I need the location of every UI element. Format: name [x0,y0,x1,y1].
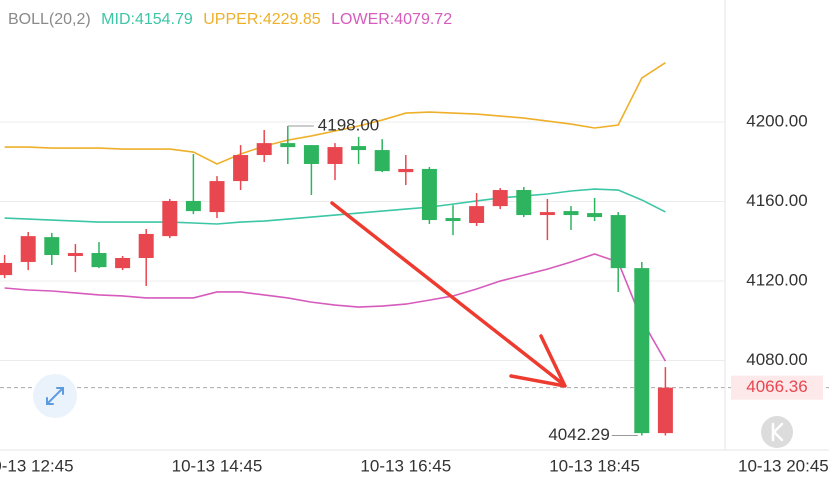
legend-name: MID: [101,11,135,28]
legend-name: UPPER: [203,11,263,28]
candle-body [115,257,131,269]
scroll-latest-button[interactable] [761,416,793,448]
candle-body [516,190,532,216]
candle-body [469,206,485,224]
high-label: 4198.00 [318,116,379,135]
candle-body [67,253,83,257]
legend: BOLL(20,2) MID:4154.79 UPPER:4229.85 LOW… [8,11,452,28]
scroll-latest-icon[interactable] [771,422,784,442]
x-tick-label: 10-13 20:45 [738,456,829,475]
candle-body [539,212,555,216]
y-tick-label: 4160.00 [746,191,807,210]
legend-value: 4154.79 [135,11,193,28]
candle-body [91,253,107,268]
candle-body [209,181,225,213]
candle-body [634,268,650,434]
candle-body [374,150,390,172]
candle-body [280,143,296,148]
x-tick-label: 10-13 12:45 [0,456,74,475]
candle-body [138,233,154,258]
x-tick-label: 10-13 14:45 [172,456,263,475]
scroll-latest-bg[interactable] [761,416,793,448]
candle-body [398,168,414,173]
candle-body [327,147,343,164]
candle-body [185,200,201,212]
band-line [4,62,666,165]
plot-area [0,62,673,436]
candle-body [303,145,319,164]
last-price-label: 4066.36 [746,377,807,396]
arrow-head [509,334,567,388]
candle-body [445,218,461,222]
candle-body [256,143,272,156]
candle-body [0,262,13,276]
trend-arrow [330,201,567,388]
candle-body [44,237,60,256]
last-price-bg [731,375,823,400]
y-tick-label: 4080.00 [746,350,807,369]
low-label: 4042.29 [548,425,609,444]
candle-body [587,213,603,218]
band-line [4,188,666,225]
legend-name: LOWER: [331,11,394,28]
legend-value: 4229.85 [263,11,321,28]
labels: 4080.00 4120.00 4160.00 4200.00 10-13 12:45 1… [0,112,829,476]
candle-body [233,155,249,182]
band-line [4,253,667,362]
expand-button[interactable] [33,374,77,418]
y-tick-label: 4120.00 [746,271,807,290]
candle-body [492,190,508,207]
indicator-name: BOLL(20,2) [8,11,91,28]
expand-icon[interactable] [46,387,64,405]
candle-body [610,215,626,269]
x-tick-label: 10-13 18:45 [549,456,640,475]
grid [0,121,829,389]
candle-body [351,146,367,151]
candle-body [421,168,437,221]
candle-body [563,211,579,216]
legend-value: 4079.72 [394,11,452,28]
x-tick-label: 10-13 16:45 [360,456,451,475]
candle-body [657,387,673,434]
candle-body [162,200,178,237]
candle-body [20,236,36,262]
arrow-shaft [330,201,565,386]
y-tick-label: 4200.00 [746,112,807,131]
